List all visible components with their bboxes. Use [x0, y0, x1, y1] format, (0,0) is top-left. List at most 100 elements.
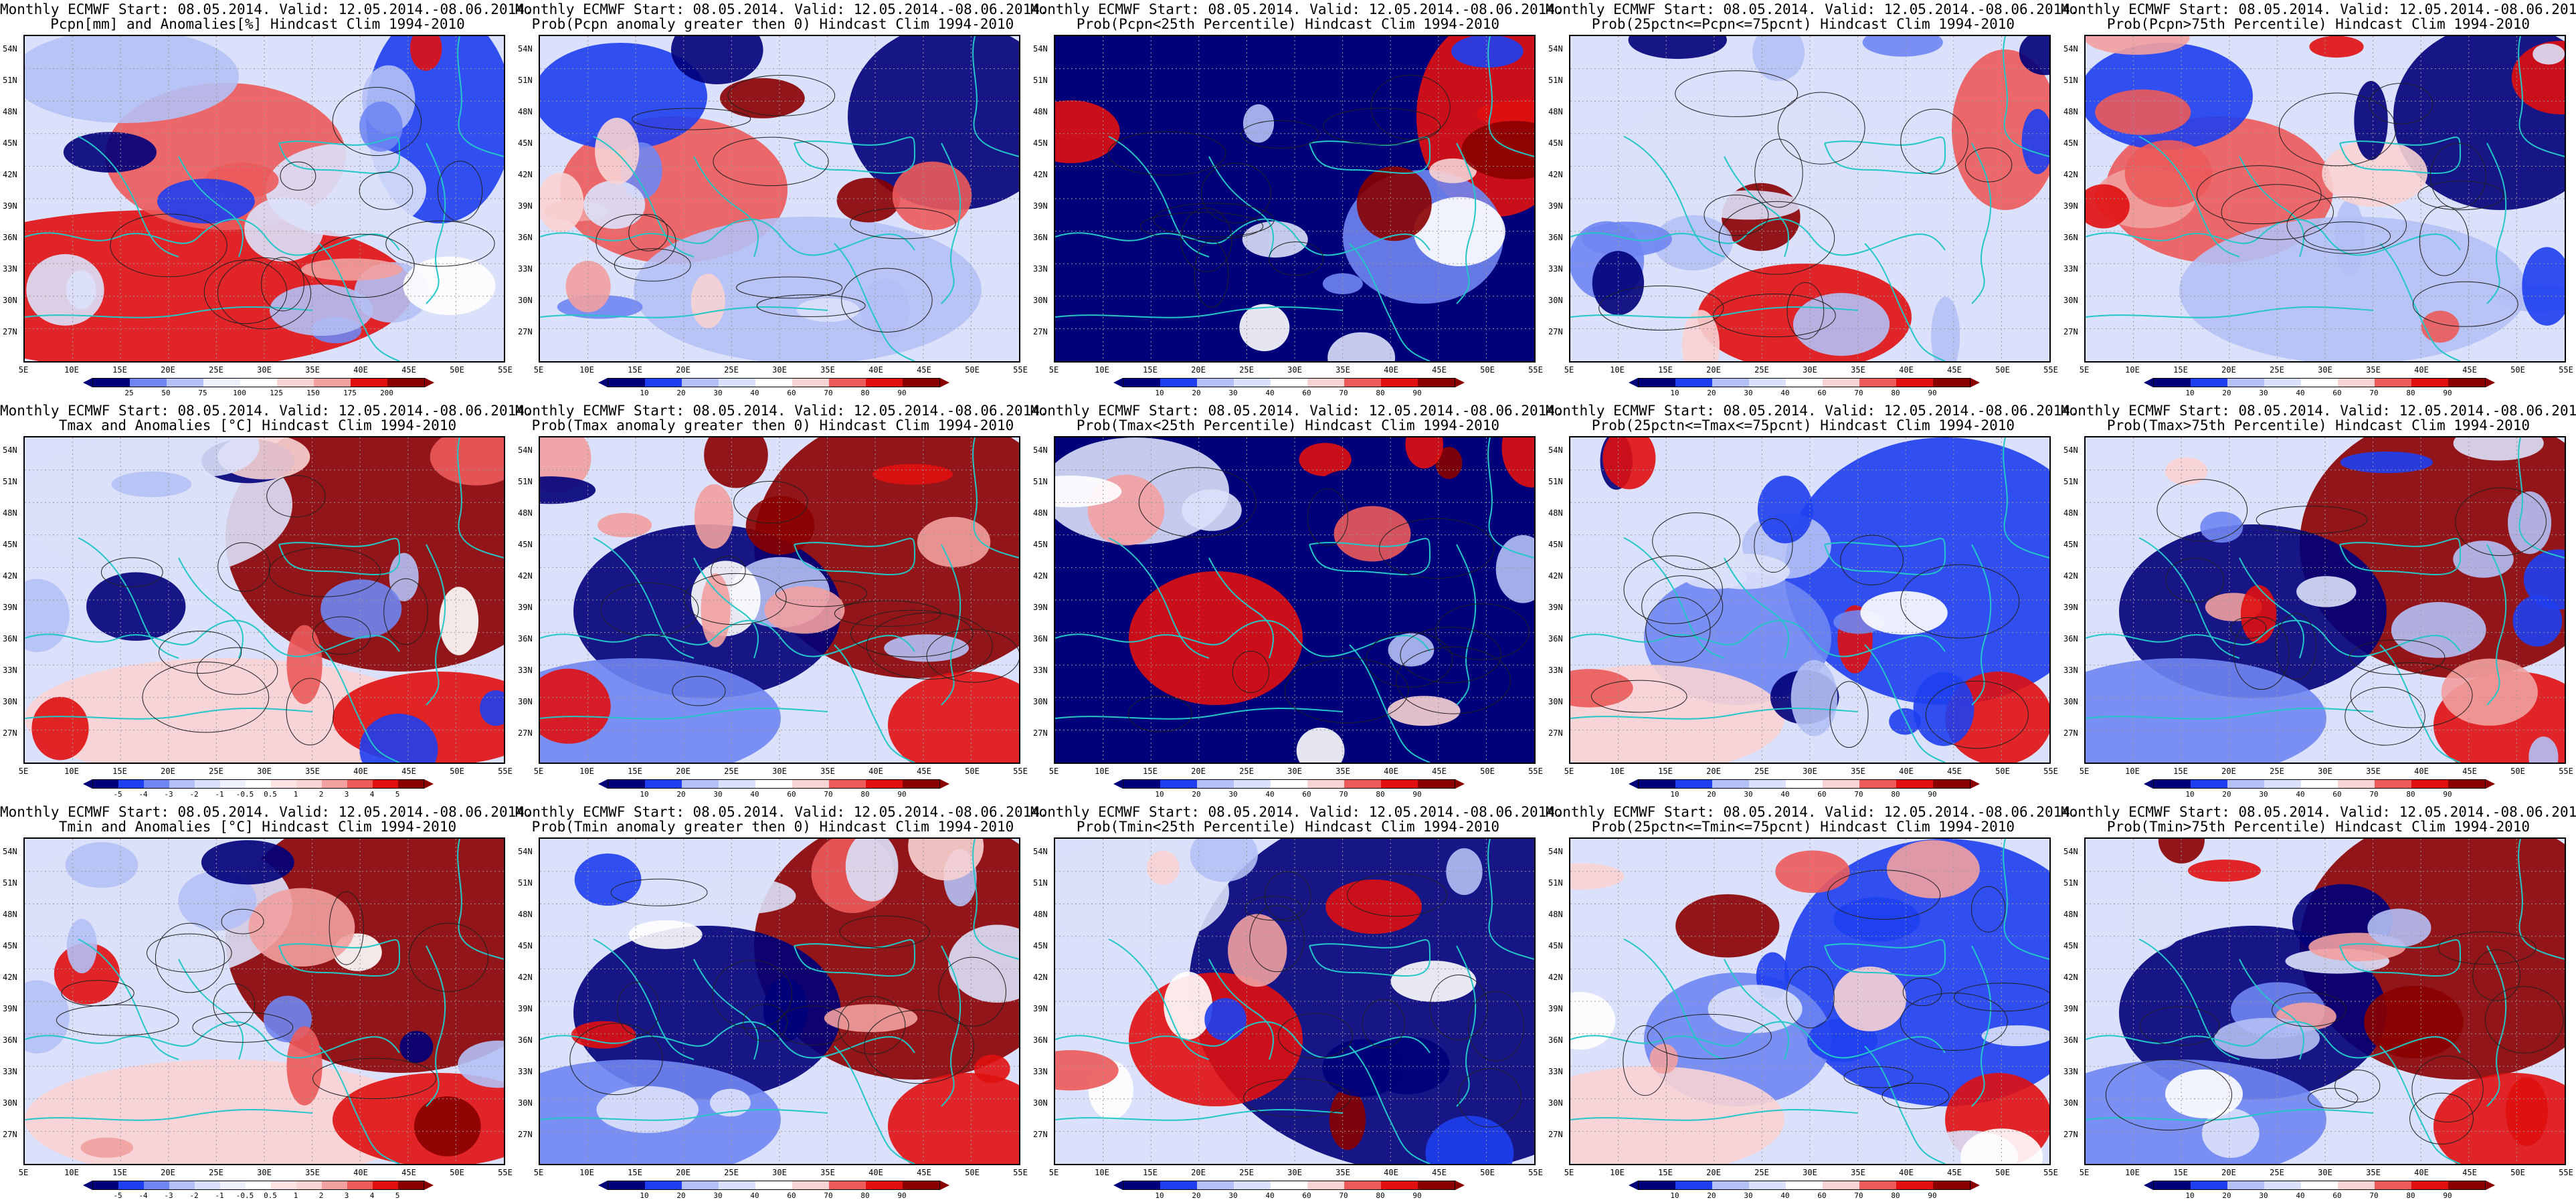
latitude-tick-label: 36N	[2063, 634, 2078, 643]
isoline-contour	[2455, 487, 2547, 557]
latitude-tick-label: 30N	[3, 1098, 17, 1108]
longitude-tick-label: 25E	[1239, 365, 1254, 375]
colorbar-tick-label: -2	[189, 790, 199, 799]
isoline-contour	[777, 1005, 850, 1045]
isoline-contour	[1429, 975, 1488, 1040]
isoline-contour	[2349, 639, 2446, 675]
colorbar-swatch	[1271, 780, 1307, 788]
coastline	[2486, 544, 2507, 706]
colorbar-tick-label: 40	[1780, 790, 1790, 799]
shaded-region	[671, 36, 763, 84]
isoline-contour	[2165, 557, 2225, 603]
longitude-tick-label: 5E	[1564, 365, 1574, 375]
shaded-region	[892, 161, 972, 230]
shaded-region	[745, 496, 815, 555]
longitude-tick-label: 30E	[772, 767, 787, 776]
colorbar-swatch	[682, 780, 719, 788]
longitude-tick-label: 25E	[2270, 767, 2284, 776]
colorbar-swatch	[2227, 780, 2264, 788]
colorbar-tick-label: 30	[1744, 389, 1753, 397]
isoline-contour	[192, 1012, 294, 1043]
latitude-tick-label: 51N	[1033, 878, 1048, 888]
latitude-tick-label: 54N	[518, 445, 533, 455]
shaded-region	[1581, 221, 1672, 257]
coastline	[2518, 36, 2565, 157]
longitude-tick-label: 30E	[772, 1168, 787, 1177]
panel-title: Monthly ECMWF Start: 08.05.2014. Valid: …	[1030, 1, 1564, 17]
colorbar-swatch	[1271, 379, 1307, 387]
isoline-contour	[1396, 646, 1511, 714]
shaded-region	[300, 258, 403, 281]
coastline	[941, 945, 961, 1107]
shaded-region	[1388, 633, 1435, 667]
isoline-contour	[1623, 555, 1723, 624]
colorbar-swatch	[2154, 1181, 2191, 1189]
shaded-region	[480, 690, 504, 726]
isoline-contour	[713, 136, 829, 187]
colorbar-tick-label: 60	[2332, 389, 2342, 397]
colorbar-tick-label: 2	[318, 1191, 324, 1200]
colorbar-swatch	[1307, 780, 1344, 788]
coastline	[1349, 1045, 1431, 1164]
isoline-contour	[142, 662, 270, 733]
isoline-contour	[1370, 74, 1451, 140]
colorbar-swatch	[118, 1181, 144, 1189]
longitude-tick-label: 25E	[209, 767, 223, 776]
colorbar-tick-label: 60	[1302, 1191, 1311, 1200]
colorbar-swatch	[1160, 379, 1197, 387]
colorbar-tick-label: 20	[1192, 790, 1201, 799]
longitude-tick-label: 50E	[1995, 1168, 2010, 1177]
shaded-region	[1592, 251, 1645, 316]
longitude-tick-label: 40E	[1899, 1168, 1914, 1177]
shaded-region	[1495, 535, 1534, 603]
colorbar-tick-label: 175	[343, 389, 357, 397]
panel-subtitle: Prob(25pctn<=Tmax<=75pcnt) Hindcast Clim…	[1591, 417, 2015, 433]
colorbar-swatch	[829, 1181, 866, 1189]
shaded-region	[888, 672, 1019, 763]
coastline	[2339, 939, 2462, 977]
coastline	[78, 136, 179, 258]
longitude-tick-label: 55E	[2559, 365, 2573, 375]
coastline	[2239, 156, 2304, 258]
colorbar: -5 -4 -3 -2 -1 -0.5 0.5 1 2 3 4 5	[80, 1181, 448, 1203]
forecast-map-panel: Monthly ECMWF Start: 08.05.2014. Valid: …	[0, 401, 533, 803]
colorbar-high-arrow	[2486, 779, 2495, 789]
colorbar: 10 20 30 40 60 70 80 90	[2141, 1181, 2509, 1203]
colorbar-tick-label: 10	[1155, 1191, 1164, 1200]
colorbar-swatch	[93, 379, 130, 387]
coastline	[278, 136, 401, 174]
colorbar-tick-label: 90	[1412, 389, 1422, 397]
coastline	[941, 544, 961, 706]
coastline	[1971, 945, 1992, 1107]
shaded-region	[1775, 850, 1850, 893]
longitude-tick-label: 35E	[2366, 365, 2381, 375]
longitude-tick-label: 25E	[724, 767, 739, 776]
latitude-tick-label: 48N	[518, 910, 533, 919]
coastline	[1971, 544, 1992, 706]
longitude-tick-label: 40E	[353, 365, 368, 375]
longitude-tick-label: 20E	[161, 1168, 175, 1177]
colorbar-tick-label: 20	[676, 790, 686, 799]
colorbar-swatches	[92, 378, 425, 387]
shaded-region	[1790, 660, 1838, 736]
longitude-tick-label: 50E	[450, 767, 464, 776]
longitude-tick-label: 50E	[2510, 365, 2525, 375]
colorbar-swatch	[2264, 780, 2301, 788]
latitude-tick-label: 36N	[3, 634, 17, 643]
panel-subtitle: Prob(Pcpn>75th Percentile) Hindcast Clim…	[2106, 16, 2531, 32]
longitude-tick-label: 55E	[1528, 1168, 1543, 1177]
shaded-region	[201, 840, 294, 885]
colorbar-low-arrow	[1629, 1181, 1638, 1190]
isoline-contour	[1965, 147, 2013, 183]
shaded-region	[1055, 1050, 1119, 1091]
isoline-contour	[158, 630, 242, 674]
shaded-region	[1413, 197, 1505, 266]
isoline-contour	[437, 161, 483, 222]
colorbar-swatch	[144, 1181, 169, 1189]
colorbar-low-arrow	[598, 779, 608, 789]
shaded-region	[796, 298, 860, 322]
longitude-tick-label: 40E	[1384, 767, 1398, 776]
colorbar-tick-label: 80	[1376, 790, 1385, 799]
isoline-contour	[866, 612, 993, 680]
longitude-tick-label: 45E	[401, 767, 416, 776]
